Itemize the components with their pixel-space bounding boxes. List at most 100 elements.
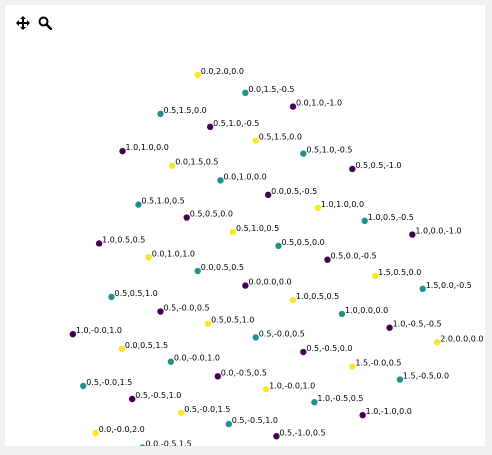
point-label: 0.0,-0.0,2.0 <box>99 425 145 434</box>
scatter-point <box>289 103 297 110</box>
scatter-point-group: 0.5,-0.0,0.5 <box>252 329 305 341</box>
point-label: 0.5,0.0,-0.5 <box>330 252 376 261</box>
point-label: 1.5,-0.0,0.5 <box>355 359 401 368</box>
scatter-point-group: 1.5,-0.0,0.5 <box>349 359 401 370</box>
point-label: 0.5,1.0,0.5 <box>236 224 279 233</box>
point-label: 0.0,1.5,-0.5 <box>248 85 294 94</box>
scatter-point-group: 1.0,0.5,0.5 <box>95 235 145 247</box>
scatter-point <box>118 345 126 352</box>
scatter-point <box>324 256 331 263</box>
scatter-point <box>371 272 379 280</box>
scatter-point <box>145 254 152 261</box>
scatter-point-group: 1.0,-0.0,1.0 <box>262 381 315 393</box>
scatter-point-group: 1.0,-0.5,-0.5 <box>386 320 442 331</box>
point-label: 2.0,0.0,0.0 <box>440 334 483 343</box>
scatter-point-group: 0.0,-0.0,1.0 <box>167 354 220 365</box>
scatter-point-group: 0.0,1.0,1.0 <box>145 249 195 261</box>
point-label: 0.5,0.5,0.0 <box>190 210 233 219</box>
scatter-point <box>129 395 136 403</box>
scatter-point-group: 0.5,-0.0,0.5 <box>157 304 210 315</box>
scatter-point <box>242 89 249 97</box>
scatter-point <box>167 358 175 365</box>
scatter-point-group: 1.0,-0.0,1.0 <box>69 326 122 338</box>
scatter-point-group: 0.5,1.0,0.5 <box>135 197 185 208</box>
point-label: 0.5,0.5,0.0 <box>281 238 324 247</box>
scatter-point-group: 0.0,2.0,0.0 <box>194 67 244 79</box>
scatter-point-group: 1.0,-1.0,0.0 <box>359 407 412 419</box>
point-label: 0.0,1.0,0.0 <box>224 172 267 181</box>
scatter-point <box>275 242 282 250</box>
scatter-point-group: 0.5,-0.5,1.0 <box>225 416 278 428</box>
point-label: 0.0,0.5,-0.5 <box>271 187 317 196</box>
point-label: 0.0,-0.5,0.5 <box>221 368 267 377</box>
scatter-point <box>361 217 368 224</box>
point-label: 0.5,0.5,1.0 <box>115 289 158 298</box>
scatter-point-group: 0.5,0.5,1.0 <box>108 289 158 301</box>
magnifier-icon[interactable] <box>37 15 53 31</box>
scatter-point-group: 1.0,1.0,0.0 <box>314 200 364 212</box>
scatter-point <box>262 386 270 393</box>
point-label: 0.5,-0.0,0.5 <box>259 329 305 338</box>
scatter-point-group: 0.5,-0.0,1.5 <box>178 405 230 416</box>
scatter-point <box>419 285 426 293</box>
scatter-point-group: 0.5,1.0,0.5 <box>229 224 279 236</box>
scatter-point <box>252 334 259 341</box>
point-label: 0.5,0.5,-1.0 <box>355 161 401 170</box>
point-label: 1.0,1.0,0.0 <box>126 143 169 152</box>
point-label: 0.5,1.5,0.0 <box>259 133 302 142</box>
scatter-point-group: 0.5,1.0,-0.5 <box>300 146 352 157</box>
scatter-point <box>225 420 233 428</box>
point-label: 1.0,0.0,-1.0 <box>415 227 461 236</box>
scatter-point-group: 1.0,1.0,0.0 <box>119 143 169 155</box>
point-label: 0.5,-0.0,1.5 <box>86 378 132 387</box>
scatter-point-group: 0.5,-0.5,0.0 <box>300 344 352 356</box>
scatter-point <box>217 177 224 184</box>
scatter-point <box>273 433 280 440</box>
scatter-point-group: 0.0,0.5,0.5 <box>194 263 244 275</box>
scatter-point-group: 0.5,0.0,-0.5 <box>324 252 377 263</box>
scatter-plot[interactable]: 0.0,2.0,0.0 0.0,1.5,-0.50.0,1.0,-1.0 0.5,1… <box>5 5 485 446</box>
scatter-point <box>386 324 393 331</box>
scatter-point-group: 0.5,0.5,0.0 <box>275 238 325 250</box>
scatter-point-group: 0.5,-0.0,1.5 <box>80 378 132 390</box>
scatter-point <box>242 282 249 289</box>
scatter-point-group: 1.0,0.0,0.0 <box>338 306 388 318</box>
scatter-point <box>229 228 237 236</box>
scatter-point-group: 0.5,0.5,0.0 <box>183 210 233 221</box>
point-label: 1.0,0.5,0.5 <box>296 292 339 301</box>
point-label: 0.0,0.5,1.5 <box>125 341 168 350</box>
scatter-point-group: 1.5,0.5,0.0 <box>371 268 421 280</box>
scatter-point <box>300 348 307 356</box>
scatter-point <box>396 376 404 383</box>
scatter-point <box>157 110 164 118</box>
scatter-point <box>95 240 103 247</box>
scatter-point <box>139 444 146 446</box>
scatter-point <box>135 201 142 208</box>
scatter-point <box>359 412 366 419</box>
move-arrows-icon[interactable] <box>15 15 31 31</box>
plot-toolbar <box>15 15 53 31</box>
scatter-point-group: 0.5,1.5,0.0 <box>157 106 207 118</box>
scatter-point-group: 1.0,-0.5,0.5 <box>311 394 364 406</box>
scatter-point <box>157 308 164 315</box>
scatter-point <box>183 214 190 221</box>
point-label: 0.0,1.5,0.5 <box>175 158 218 167</box>
point-label: 0.5,-0.0,0.5 <box>164 304 210 313</box>
scatter-point <box>92 429 99 437</box>
scatter-point <box>119 147 126 155</box>
scatter-point <box>214 373 221 380</box>
scatter-point-group: 1.0,0.5,0.5 <box>289 292 339 304</box>
point-label: 0.5,1.0,0.5 <box>141 197 184 206</box>
scatter-point-group: 0.0,1.0,-1.0 <box>289 99 342 110</box>
point-label: 0.5,1.5,0.0 <box>164 106 207 115</box>
point-label: 0.5,-0.5,0.0 <box>306 344 352 353</box>
point-label: 1.5,-0.5,0.0 <box>403 372 449 381</box>
point-label: 0.5,-0.5,1.0 <box>232 416 278 425</box>
scatter-point-group: 1.5,-0.5,0.0 <box>396 372 449 383</box>
scatter-point-group: 0.0,-0.5,1.5 <box>139 440 192 446</box>
scatter-point <box>252 137 259 144</box>
point-label: 0.0,1.0,-1.0 <box>296 99 342 108</box>
scatter-point-group: 0.5,1.5,0.0 <box>252 133 302 144</box>
scatter-point <box>108 293 115 301</box>
point-label: 1.0,-0.5,-0.5 <box>393 320 442 329</box>
